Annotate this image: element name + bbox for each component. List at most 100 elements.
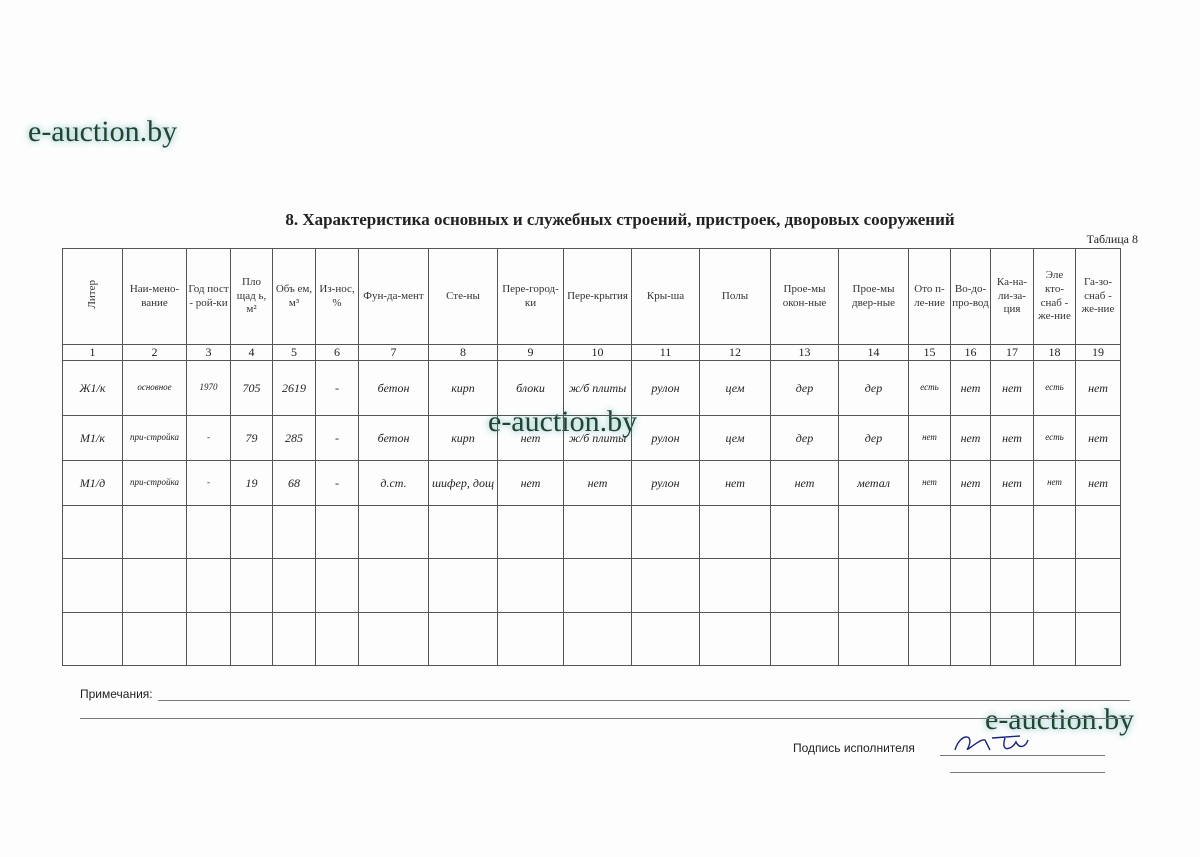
table-cell <box>497 612 564 666</box>
table-cell <box>272 505 316 559</box>
table-cell <box>699 558 771 613</box>
table-cell: нет <box>908 415 951 461</box>
handwritten-signature <box>954 735 1029 751</box>
table-cell <box>230 505 273 559</box>
table-cell <box>631 505 700 559</box>
column-number: 11 <box>631 344 700 361</box>
table-row: М1/к при-стройка -79 285- бетон кирп нет ж/б пл… <box>62 415 1121 461</box>
table-cell: 79 <box>230 415 273 461</box>
table-cell <box>770 558 839 613</box>
column-number: 8 <box>428 344 498 361</box>
table-cell: блоки <box>497 360 564 416</box>
table-row: Ж1/к основное 1970 705 2619- бетон кирп блоки ж/… <box>62 360 1121 416</box>
table-cell: нет <box>1075 415 1121 461</box>
table-cell: цем <box>699 360 771 416</box>
table-cell <box>908 558 951 613</box>
table-cell <box>428 612 498 666</box>
table-cell: кирп <box>428 360 498 416</box>
table-cell: нет <box>1033 460 1076 506</box>
table-cell: нет <box>497 460 564 506</box>
table-cell <box>563 612 632 666</box>
watermark: e-auction.by <box>28 115 178 148</box>
table-cell <box>186 505 231 559</box>
column-number: 13 <box>770 344 839 361</box>
table-cell <box>838 505 909 559</box>
column-number: 14 <box>838 344 909 361</box>
table-cell <box>358 612 429 666</box>
table-cell <box>62 505 123 559</box>
table-cell: - <box>315 460 359 506</box>
table-cell: - <box>186 460 231 506</box>
table-cell <box>62 612 123 666</box>
column-number: 18 <box>1033 344 1076 361</box>
table-cell: рулон <box>631 460 700 506</box>
column-number: 12 <box>699 344 771 361</box>
table-cell <box>699 612 771 666</box>
table-cell <box>428 558 498 613</box>
table-row: М1/д при-стройка -19 68- д.ст. шифер, дощ нет н… <box>62 460 1121 506</box>
table-cell <box>1033 558 1076 613</box>
table-cell <box>122 612 187 666</box>
table-cell: дер <box>838 360 909 416</box>
table-cell: нет <box>699 460 771 506</box>
column-header: Пло щад ь, м² <box>230 248 273 345</box>
table-cell: - <box>315 360 359 416</box>
column-number: 2 <box>122 344 187 361</box>
watermark: e-auction.by <box>985 703 1135 736</box>
table-cell: метал <box>838 460 909 506</box>
column-number: 6 <box>315 344 359 361</box>
table-cell: есть <box>1033 415 1076 461</box>
column-header: Прое-мы двер-ные <box>838 248 909 345</box>
table-cell: нет <box>563 460 632 506</box>
table-cell: 1970 <box>186 360 231 416</box>
table-label: Таблица 8 <box>1086 232 1138 246</box>
table-cell: нет <box>990 460 1034 506</box>
table-cell: цем <box>699 415 771 461</box>
table-cell: 68 <box>272 460 316 506</box>
table-cell <box>230 612 273 666</box>
column-header: Год пост - рой-ки <box>186 248 231 345</box>
column-header: Сте-ны <box>428 248 498 345</box>
table-cell <box>1033 612 1076 666</box>
table-cell <box>272 558 316 613</box>
table-cell: основное <box>122 360 187 416</box>
table-cell <box>631 558 700 613</box>
table-cell: шифер, дощ <box>428 460 498 506</box>
table-cell: М1/д <box>62 460 123 506</box>
column-number: 3 <box>186 344 231 361</box>
table-cell: 2619 <box>272 360 316 416</box>
table-cell <box>631 612 700 666</box>
column-header: Наи-мено-вание <box>122 248 187 345</box>
table-cell <box>186 612 231 666</box>
table-cell <box>699 505 771 559</box>
table-cell <box>908 505 951 559</box>
table-cell: Ж1/к <box>62 360 123 416</box>
column-number: 15 <box>908 344 951 361</box>
table-cell: нет <box>908 460 951 506</box>
table-cell: ж/б плиты <box>563 360 632 416</box>
table-cell <box>990 558 1034 613</box>
column-header: Га-зо-снаб - же-ние <box>1075 248 1121 345</box>
table-cell <box>230 558 273 613</box>
table-cell <box>315 558 359 613</box>
column-number: 1 <box>62 344 123 361</box>
table-cell: - <box>315 415 359 461</box>
document-title: 8. Характеристика основных и служебных с… <box>285 210 955 229</box>
column-header-text: Литер <box>85 279 98 309</box>
table-cell: 285 <box>272 415 316 461</box>
column-number: 9 <box>497 344 564 361</box>
column-number: 17 <box>990 344 1034 361</box>
table-cell <box>950 505 991 559</box>
column-header: Кры-ша <box>631 248 700 345</box>
notes-label: Примечания: <box>80 687 153 701</box>
buildings-table: Литер Наи-мено-вание Год пост - рой-ки Пло … <box>62 248 1121 666</box>
table-cell: 705 <box>230 360 273 416</box>
table-cell <box>838 558 909 613</box>
table-cell: нет <box>950 460 991 506</box>
table-cell: рулон <box>631 415 700 461</box>
column-header: Пере-крытия <box>563 248 632 345</box>
column-number: 19 <box>1075 344 1121 361</box>
table-cell <box>1075 505 1121 559</box>
table-cell <box>186 558 231 613</box>
